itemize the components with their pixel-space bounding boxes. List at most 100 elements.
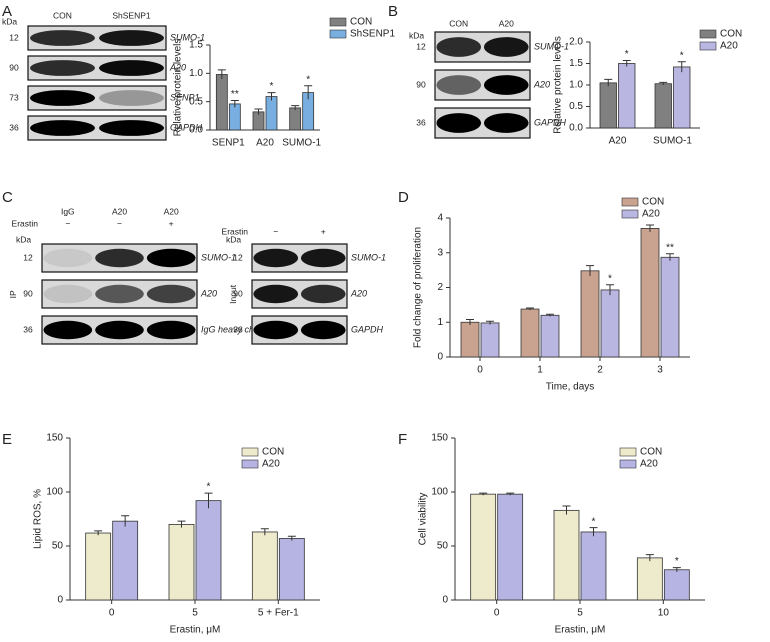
y-tick-label: 150 <box>431 433 448 444</box>
band <box>99 90 164 106</box>
x-tick-label: SENP1 <box>212 138 245 149</box>
bar <box>195 500 222 601</box>
kda-unit: kDa <box>409 30 424 40</box>
error-bar <box>589 527 598 537</box>
legend-label: CON <box>350 17 372 28</box>
band <box>95 320 144 340</box>
y-tick-label: 0.5 <box>569 101 583 112</box>
x-tick-label: 0 <box>494 608 500 619</box>
protein-label: GAPDH <box>170 122 203 132</box>
legend-label: A20 <box>640 459 658 470</box>
error-bar <box>586 265 594 277</box>
band <box>146 320 196 340</box>
band <box>146 248 196 268</box>
bar <box>654 83 672 129</box>
error-bar <box>666 253 674 261</box>
legend-swatch <box>621 209 639 219</box>
significance-label: * <box>592 516 596 527</box>
y-tick-label: 0 <box>437 352 443 363</box>
band <box>43 248 93 268</box>
protein-label: SUMO-1 <box>351 252 386 262</box>
band <box>43 320 93 340</box>
error-bar <box>646 224 654 232</box>
kda-label: 12 <box>233 252 243 262</box>
bar <box>600 289 620 358</box>
y-tick-label: 0 <box>442 595 448 606</box>
error-bar <box>677 61 686 73</box>
error-bar <box>267 92 276 101</box>
x-tick-label: 10 <box>658 608 670 619</box>
band <box>436 37 482 57</box>
bar <box>618 63 636 129</box>
significance-label: ** <box>231 89 239 100</box>
error-bar <box>121 515 130 527</box>
bar <box>470 493 497 601</box>
band <box>253 320 299 340</box>
kda-unit: kDa <box>226 234 241 244</box>
x-axis-title: Time, days <box>546 382 595 393</box>
error-bar <box>645 554 654 562</box>
panel-letter: C <box>2 189 13 206</box>
bar <box>215 74 228 131</box>
error-bar <box>604 78 613 87</box>
significance-label: ** <box>666 242 674 253</box>
y-tick-label: 1.0 <box>189 68 203 79</box>
x-tick-label: A20 <box>256 138 274 149</box>
lane-label: CON <box>449 18 468 28</box>
band <box>483 37 529 57</box>
legend-swatch <box>699 41 717 51</box>
error-bar <box>304 85 313 100</box>
error-bar <box>254 108 263 115</box>
legend-label: CON <box>640 447 662 458</box>
y-axis-title: Lipid ROS, % <box>33 489 44 549</box>
band <box>99 120 164 136</box>
bar <box>599 82 617 129</box>
legend-swatch <box>329 29 347 39</box>
y-tick-label: 50 <box>437 541 449 552</box>
error-bar <box>606 284 614 296</box>
legend-swatch <box>329 17 347 27</box>
lane-label: ShSENP1 <box>112 10 151 20</box>
significance-label: * <box>625 49 629 60</box>
legend-label: A20 <box>720 41 738 52</box>
error-bar <box>526 307 534 311</box>
bar <box>85 532 112 601</box>
band <box>300 320 346 340</box>
legend-label: CON <box>642 197 664 208</box>
y-tick-label: 2 <box>437 282 443 293</box>
bar <box>663 569 690 601</box>
band <box>30 60 95 76</box>
legend-label: A20 <box>262 459 280 470</box>
error-bar <box>287 535 296 541</box>
band <box>300 284 346 304</box>
lane-label: A20 <box>499 18 514 28</box>
y-tick-label: 2.0 <box>569 37 583 48</box>
x-tick-label: 0 <box>109 608 115 619</box>
y-tick-label: 0.0 <box>189 125 203 136</box>
significance-label: * <box>608 273 612 284</box>
bar <box>580 270 600 358</box>
y-axis-title: Relative protein levels <box>553 36 564 134</box>
lane-label: A20 <box>164 206 179 216</box>
y-tick-label: 4 <box>437 213 443 224</box>
treatment-sign: − <box>117 218 122 228</box>
legend-swatch <box>241 459 259 469</box>
lane-label: CON <box>53 10 72 20</box>
panel-letter: F <box>398 431 407 448</box>
protein-label: SENP1 <box>170 92 200 102</box>
x-tick-label: 1 <box>537 365 543 376</box>
kda-label: 36 <box>416 117 426 127</box>
protein-label: A20 <box>350 288 367 298</box>
treatment-label: Erastin <box>12 218 39 228</box>
error-bar <box>260 528 269 536</box>
kda-label: 90 <box>416 79 426 89</box>
kda-label: 73 <box>9 92 19 102</box>
error-bar <box>622 59 631 67</box>
legend-label: CON <box>720 29 742 40</box>
x-tick-label: SUMO-1 <box>282 138 321 149</box>
band <box>436 113 482 133</box>
band <box>43 284 93 304</box>
kda-unit: kDa <box>2 16 17 26</box>
treatment-label: Erastin <box>222 226 249 236</box>
error-bar <box>479 492 488 496</box>
